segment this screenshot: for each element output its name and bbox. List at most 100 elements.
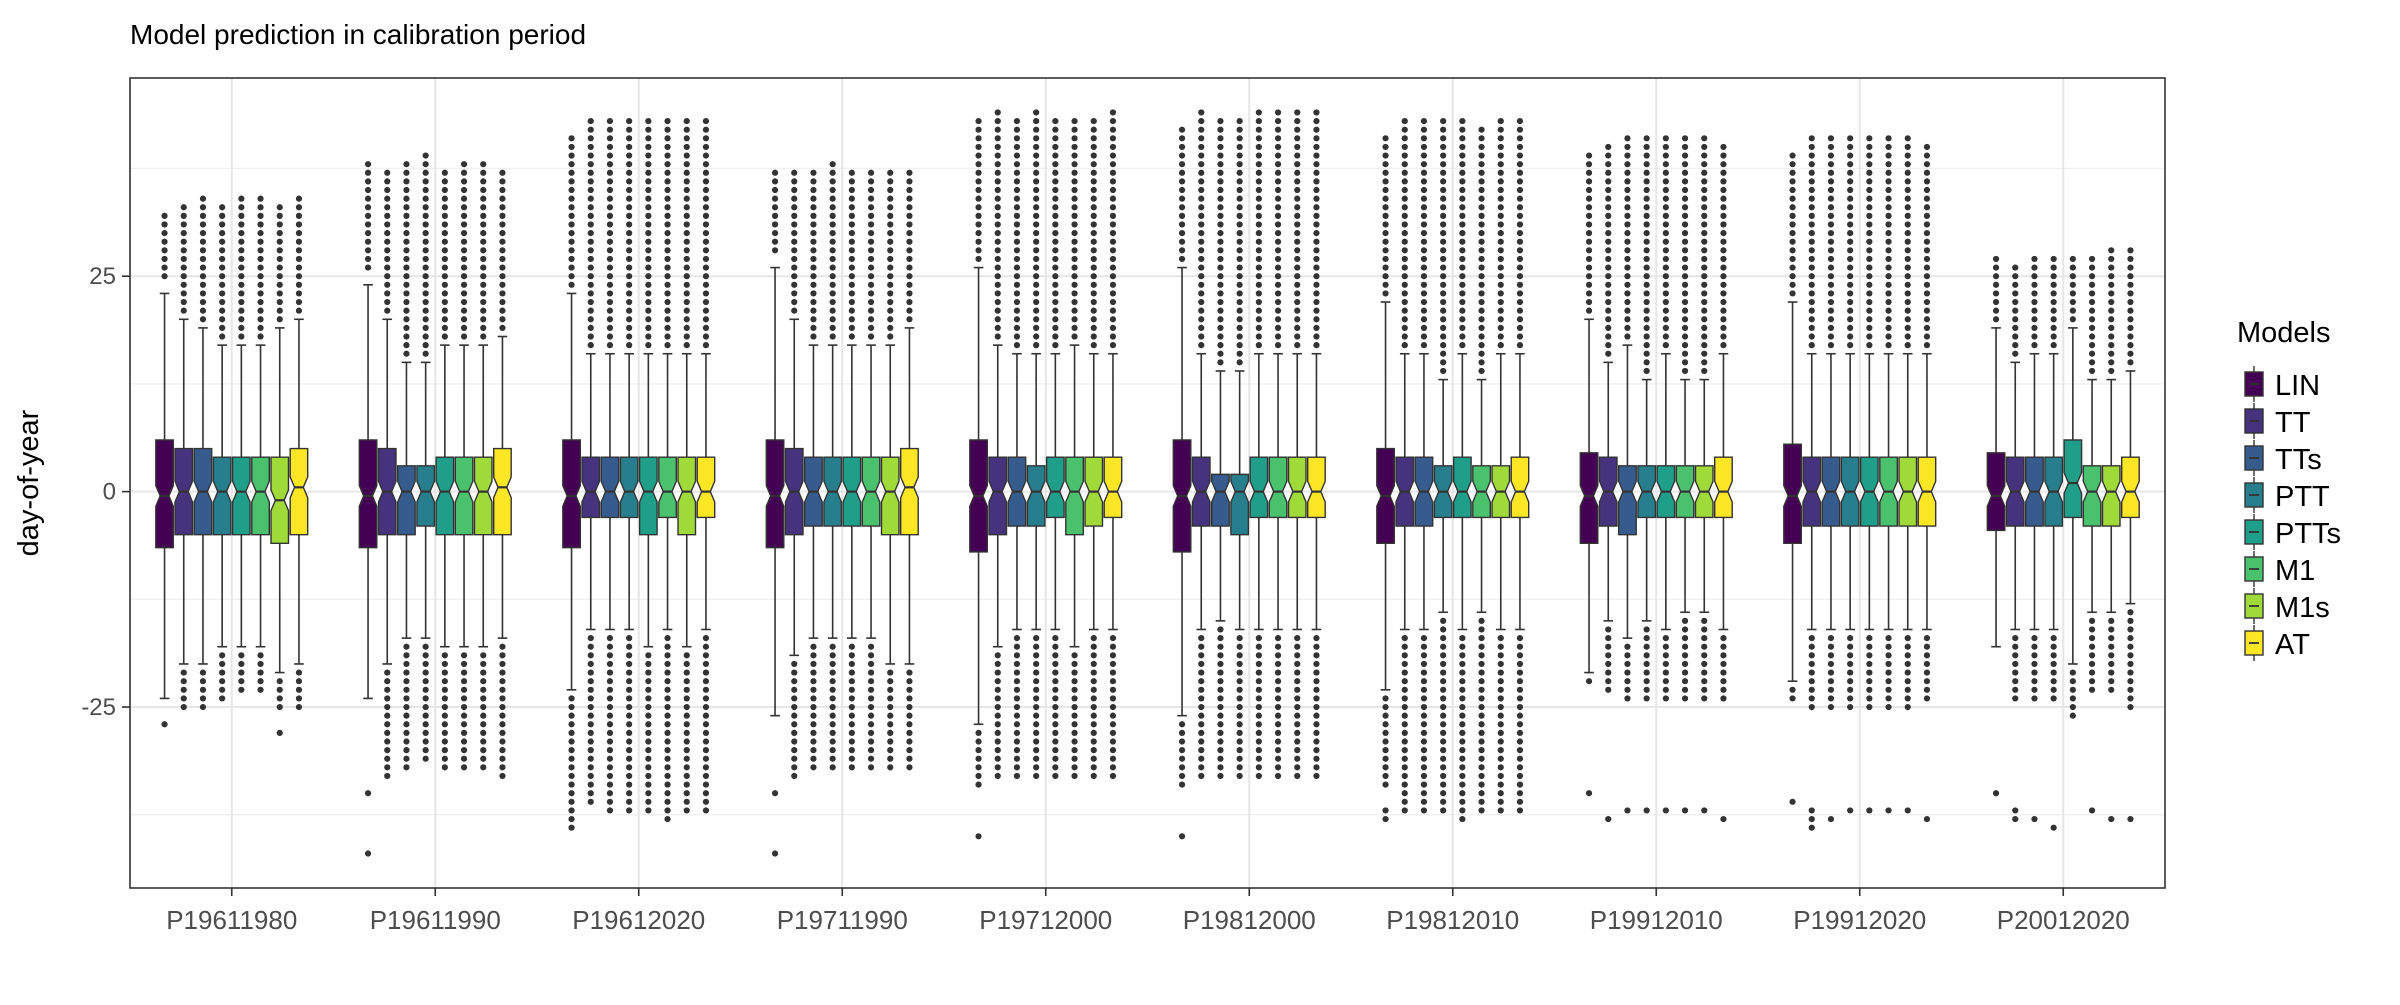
outlier-point [1274,117,1282,125]
outlier-point [1198,212,1205,219]
outlier-point [606,281,614,288]
outlier-point [499,703,506,711]
outlier-point [1071,307,1078,314]
outlier-point [1255,143,1262,151]
outlier-point [791,721,798,728]
outlier-point [829,255,836,263]
outlier-point [848,316,855,323]
outlier-point [1440,617,1447,624]
outlier-point [1720,247,1727,254]
boxplot-TT-P19712000 [988,109,1008,780]
outlier-point [1255,738,1262,745]
outlier-point [2050,695,2057,702]
outlier-point [975,221,982,228]
outlier-point [1401,195,1408,202]
outlier-point [702,764,710,771]
outlier-point [645,186,652,194]
chart-title: Model prediction in calibration period [130,19,586,50]
outlier-point [683,324,690,331]
outlier-point [1401,652,1408,659]
outlier-point [1274,772,1282,780]
y-tick-label: -25 [81,694,116,721]
outlier-point [645,333,652,340]
outlier-point [1420,264,1428,271]
outlier-point [364,230,372,237]
outlier-point [2031,660,2038,668]
outlier-point [1198,230,1205,237]
outlier-point [791,204,798,211]
outlier-point [1827,169,1835,176]
outlier-point [1420,324,1428,331]
boxplot-M1-P19812010 [1472,126,1491,814]
outlier-point [1808,238,1815,245]
outlier-point [1274,316,1282,323]
outlier-point [626,738,633,745]
outlier-point [1401,669,1408,676]
outlier-point [645,255,652,263]
outlier-point [1701,635,1708,642]
outlier-point [1382,152,1389,159]
outlier-point [1681,359,1689,366]
outlier-point [257,273,264,280]
outlier-point [1497,247,1504,254]
outlier-point [1992,790,2000,797]
outlier-point [664,161,671,168]
outlier-point [1866,238,1873,245]
outlier-point [1923,186,1931,194]
outlier-point [1497,152,1504,159]
outlier-point [441,221,448,228]
outlier-point [1478,678,1485,685]
outlier-point [1605,186,1612,194]
outlier-point [626,703,633,711]
outlier-point [238,195,245,202]
outlier-point [867,221,875,228]
outlier-point [791,238,798,245]
outlier-point [422,729,429,736]
outlier-point [1992,316,2000,323]
outlier-point [626,798,633,805]
outlier-point [1109,273,1117,280]
outlier-point [1178,729,1186,736]
outlier-point [2108,643,2115,650]
outlier-point [499,298,506,306]
outlier-point [1294,281,1301,288]
outlier-point [499,204,506,211]
outlier-point [384,686,391,693]
outlier-point [257,678,264,685]
box-body [358,439,378,549]
outlier-point [645,738,652,745]
outlier-point [384,290,391,297]
outlier-point [1885,255,1892,263]
outlier-point [441,686,448,693]
outlier-point [1013,324,1021,331]
boxplot-M1-P19611990 [454,161,474,771]
outlier-point [1827,195,1835,202]
outlier-point [994,247,1001,254]
outlier-point [848,333,855,340]
outlier-point [1923,204,1931,211]
outlier-point [887,695,894,702]
outlier-point [1033,695,1040,702]
outlier-point [499,729,506,736]
outlier-point [867,186,875,194]
outlier-point [180,247,187,254]
outlier-point [645,772,652,780]
outlier-point [664,307,671,314]
outlier-point [1459,281,1466,288]
outlier-point [1827,247,1835,254]
outlier-point [460,298,468,306]
outlier-point [460,161,468,168]
outlier-point [1885,221,1892,228]
outlier-point [1827,230,1835,237]
outlier-point [587,669,594,676]
outlier-point [606,712,614,719]
outlier-point [1090,281,1097,288]
box-body [2082,465,2102,527]
outlier-point [626,298,633,306]
outlier-point [664,652,671,659]
outlier-point [2127,247,2134,254]
outlier-point [683,135,690,142]
outlier-point [587,738,594,745]
outlier-point [1109,264,1117,271]
outlier-point [1109,652,1117,659]
